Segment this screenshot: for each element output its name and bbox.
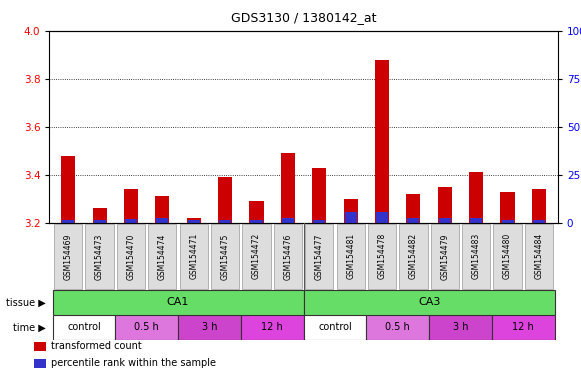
Text: tissue ▶: tissue ▶ [6, 297, 45, 308]
Bar [94, 220, 106, 223]
Bar [178, 315, 241, 340]
Text: GDS3130 / 1380142_at: GDS3130 / 1380142_at [231, 12, 376, 25]
FancyBboxPatch shape [148, 224, 177, 289]
Text: control: control [318, 322, 352, 333]
FancyBboxPatch shape [493, 224, 522, 289]
Text: GSM154479: GSM154479 [440, 233, 449, 280]
FancyBboxPatch shape [242, 224, 271, 289]
FancyBboxPatch shape [462, 224, 490, 289]
Bar [376, 212, 388, 223]
Text: GSM154470: GSM154470 [127, 233, 135, 280]
Bar [500, 192, 515, 223]
Bar [219, 220, 231, 223]
Bar [92, 209, 107, 223]
Bar [439, 218, 451, 223]
Text: GSM154482: GSM154482 [409, 233, 418, 280]
Bar [282, 218, 294, 223]
Bar [250, 220, 263, 223]
Text: GSM154478: GSM154478 [378, 233, 386, 280]
Bar [532, 189, 546, 223]
FancyBboxPatch shape [85, 224, 114, 289]
Text: 3 h: 3 h [202, 322, 217, 333]
Bar [470, 218, 482, 223]
FancyBboxPatch shape [336, 224, 365, 289]
Text: percentile rank within the sample: percentile rank within the sample [51, 358, 216, 368]
FancyBboxPatch shape [274, 224, 302, 289]
Text: GSM154483: GSM154483 [472, 233, 480, 280]
FancyBboxPatch shape [117, 224, 145, 289]
Bar [469, 172, 483, 223]
Bar [407, 218, 419, 223]
Bar [61, 156, 76, 223]
Bar [155, 196, 170, 223]
Bar [367, 315, 429, 340]
FancyBboxPatch shape [399, 224, 428, 289]
Text: GSM154474: GSM154474 [158, 233, 167, 280]
Bar [313, 220, 325, 223]
Bar [115, 315, 178, 340]
Text: 0.5 h: 0.5 h [134, 322, 159, 333]
Bar [312, 167, 327, 223]
Bar [406, 194, 421, 223]
Text: GSM154481: GSM154481 [346, 233, 355, 280]
Bar [34, 343, 46, 351]
Text: transformed count: transformed count [51, 341, 142, 351]
Text: 3 h: 3 h [453, 322, 468, 333]
Bar [345, 212, 357, 223]
Text: GSM154477: GSM154477 [315, 233, 324, 280]
Text: time ▶: time ▶ [13, 322, 45, 333]
Bar [343, 199, 358, 223]
Text: 12 h: 12 h [261, 322, 283, 333]
Bar [492, 315, 555, 340]
Text: GSM154469: GSM154469 [64, 233, 73, 280]
Text: GSM154473: GSM154473 [95, 233, 104, 280]
Bar [241, 315, 303, 340]
Bar [501, 220, 514, 223]
Bar [249, 201, 264, 223]
Text: control: control [67, 322, 101, 333]
Text: CA1: CA1 [167, 297, 189, 308]
Text: GSM154480: GSM154480 [503, 233, 512, 280]
Text: GSM154472: GSM154472 [252, 233, 261, 280]
Bar [52, 315, 115, 340]
Bar [303, 290, 555, 315]
FancyBboxPatch shape [305, 224, 333, 289]
Bar [124, 189, 138, 223]
Text: GSM154484: GSM154484 [535, 233, 543, 280]
Bar [187, 218, 201, 223]
Bar [218, 177, 232, 223]
Bar [533, 220, 545, 223]
FancyBboxPatch shape [431, 224, 459, 289]
Text: GSM154476: GSM154476 [284, 233, 292, 280]
Bar [303, 315, 367, 340]
Bar [62, 220, 74, 223]
Bar [429, 315, 492, 340]
FancyBboxPatch shape [180, 224, 208, 289]
FancyBboxPatch shape [368, 224, 396, 289]
Bar [281, 153, 295, 223]
Text: 0.5 h: 0.5 h [385, 322, 410, 333]
FancyBboxPatch shape [525, 224, 553, 289]
Text: CA3: CA3 [418, 297, 440, 308]
Bar [34, 359, 46, 368]
Text: 12 h: 12 h [512, 322, 534, 333]
Bar [52, 290, 303, 315]
Bar [437, 187, 452, 223]
Bar [125, 219, 137, 223]
FancyBboxPatch shape [211, 224, 239, 289]
Bar [188, 220, 200, 223]
Bar [375, 60, 389, 223]
Text: GSM154471: GSM154471 [189, 233, 198, 280]
FancyBboxPatch shape [54, 224, 83, 289]
Text: GSM154475: GSM154475 [221, 233, 229, 280]
Bar [156, 218, 168, 223]
